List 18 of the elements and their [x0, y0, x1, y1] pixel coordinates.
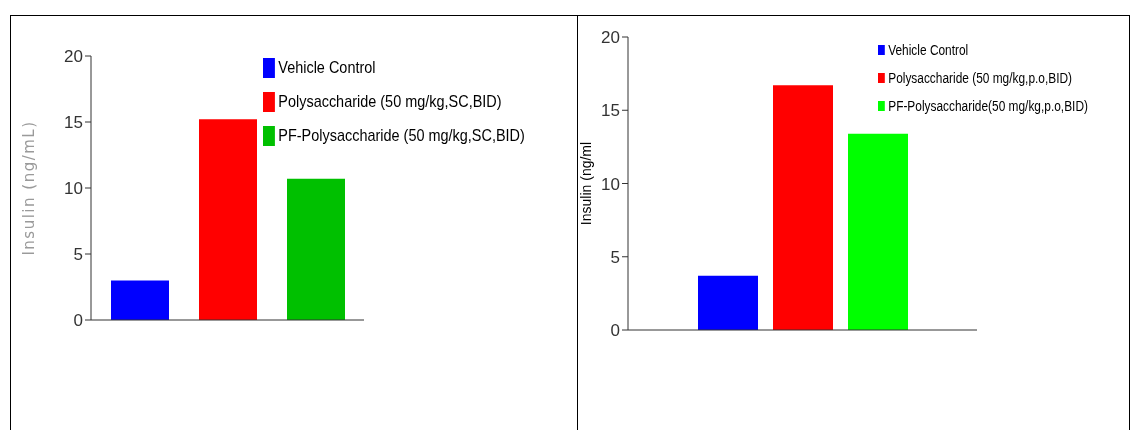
legend-label: PF-Polysaccharide(50 mg/kg,p.o,BID) [888, 98, 1088, 114]
y-tick-label: 5 [73, 245, 83, 265]
y-tick-label: 10 [601, 174, 620, 194]
y-tick-label: 15 [64, 113, 83, 133]
y-tick-label: 20 [64, 47, 83, 67]
y-tick-label: 5 [610, 247, 620, 267]
legend-label: Vehicle Control [278, 58, 376, 78]
y-tick-label: 10 [64, 179, 83, 199]
y-axis-title: Insulin (ng/ml [577, 141, 594, 226]
y-tick-label: 15 [601, 101, 620, 121]
legend-label: Polysaccharide (50 mg/kg,p.o,BID) [888, 70, 1073, 86]
legend-label: Polysaccharide (50 mg/kg,SC,BID) [278, 92, 502, 112]
legend-label: Vehicle Control [888, 42, 969, 58]
y-axis-title: Insulin (ng/mL) [20, 120, 39, 256]
y-tick-label: 20 [601, 28, 620, 48]
legend-label: PF-Polysaccharide (50 mg/kg,SC,BID) [278, 126, 525, 146]
y-tick-label: 0 [73, 311, 83, 331]
y-tick-label: 0 [610, 321, 620, 341]
